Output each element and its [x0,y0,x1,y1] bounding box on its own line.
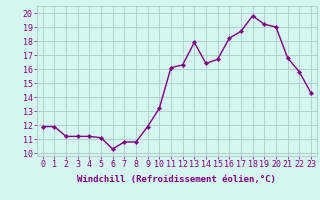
X-axis label: Windchill (Refroidissement éolien,°C): Windchill (Refroidissement éolien,°C) [77,175,276,184]
